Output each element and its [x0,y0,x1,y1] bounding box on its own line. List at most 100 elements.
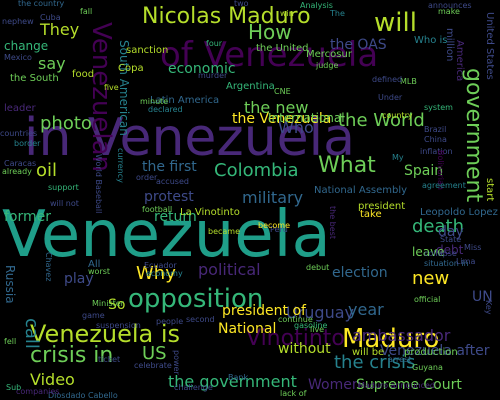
cloud-word: official [414,295,441,304]
cloud-word: Mercosur [306,49,352,60]
cloud-word: Spain [404,163,444,179]
cloud-word: Latin America [150,95,220,106]
cloud-word: Diosdado Cabello [48,391,118,400]
cloud-word: game [82,311,105,320]
cloud-word: change [4,39,49,53]
cloud-word: Venezuela is [30,320,181,348]
cloud-word: inflation [420,147,453,156]
cloud-word: country [382,111,413,120]
cloud-word: Maduro announced [358,381,435,390]
cloud-word: challenge [174,383,213,392]
cloud-word: Copa [118,63,144,74]
cloud-word: Lima [456,257,476,266]
cloud-word: already [2,167,32,176]
cloud-word: Nicolas Maduro [142,4,311,29]
cloud-word: economic [168,61,236,77]
cloud-word: military [242,188,304,207]
cloud-word: day [438,224,464,240]
cloud-word: United States [484,12,495,80]
cloud-word: will be [352,347,385,358]
cloud-word: countries [0,129,38,138]
cloud-word: agreement [422,181,466,190]
cloud-word: World Baseball [94,154,103,214]
cloud-word: Miss [464,243,482,252]
cloud-word: Argentina [226,81,275,92]
cloud-word: worst [88,267,111,276]
cloud-word: Who is [414,35,448,46]
cloud-word: Vinotinto [246,326,345,351]
cloud-word: nephew [2,17,34,26]
cloud-word: UN [472,289,493,305]
cloud-word: sanction [126,45,169,56]
cloud-word: Venezuela after [380,343,490,359]
cloud-word: Colombia [214,160,299,181]
cloud-word: declared [148,105,183,114]
cloud-word: oil [36,160,58,181]
cloud-word: crisis in [30,343,114,368]
cloud-word: football [142,205,173,214]
cloud-word: accused [156,177,189,186]
cloud-word: murder [198,71,228,80]
cloud-word: defined [372,75,403,84]
cloud-word: National [218,321,277,337]
cloud-word: judge [316,61,339,70]
cloud-word: gasoline [294,321,328,330]
cloud-word: people [156,317,184,326]
cloud-word: president of [222,303,306,319]
cloud-word: order [136,173,158,182]
cloud-word: minute [140,97,169,106]
cloud-word: MLB [400,77,417,86]
cloud-word: become [258,221,291,230]
cloud-word: announces [428,1,472,10]
cloud-word: two [234,0,249,8]
cloud-word: second [186,315,215,324]
cloud-word: lack of [280,389,307,398]
cloud-word: border [14,139,41,148]
cloud-word: start [484,178,495,202]
cloud-word: without [278,341,331,357]
cloud-word: return [154,209,197,225]
cloud-word: support [48,183,79,192]
cloud-word: the government [168,372,297,391]
cloud-word: National Assembly [314,185,408,196]
cloud-word: the United [256,43,309,54]
cloud-word: the OAS [330,37,387,53]
cloud-word: in Venezuela [24,108,355,168]
cloud-word: debut [306,263,330,272]
cloud-word: protest [144,189,194,205]
cloud-word: the World [338,110,425,131]
cloud-word: the new [244,98,309,117]
cloud-word: Leopoldo Lopez [420,207,498,218]
cloud-word: the country [18,0,65,8]
cloud-word: Women [308,377,361,393]
cloud-word: of Venezuela [160,35,379,75]
cloud-word: new [412,268,450,289]
cloud-word: death [412,216,464,237]
cloud-word: the crisis [334,352,416,373]
cloud-word: arrest [388,355,412,364]
cloud-word: companies [16,387,60,396]
cloud-word: became [208,227,241,236]
cloud-word: situation in [424,259,469,268]
cloud-word: Guyana [412,363,443,372]
cloud-word: win [280,9,294,18]
cloud-word: the first [142,159,197,175]
cloud-word: All [88,259,101,270]
cloud-word: How [248,20,292,44]
cloud-word: Minister [92,299,124,308]
cloud-word: system [424,103,453,112]
cloud-word: make [438,7,460,16]
cloud-word: debt [436,243,464,257]
cloud-word: election [332,265,388,281]
cloud-word: Russia [3,265,17,304]
cloud-word: CNE [274,87,291,96]
cloud-word: Venezuelan [86,22,116,172]
cloud-word: Venezuela [2,198,331,272]
cloud-word: Ecuador [144,261,177,270]
cloud-word: photo [40,113,92,134]
cloud-word: live [310,325,325,334]
cloud-word: fall [80,7,93,16]
cloud-word: Supreme Court [356,377,462,393]
cloud-word: opposition [128,284,264,314]
cloud-word: ambassador [352,326,451,345]
